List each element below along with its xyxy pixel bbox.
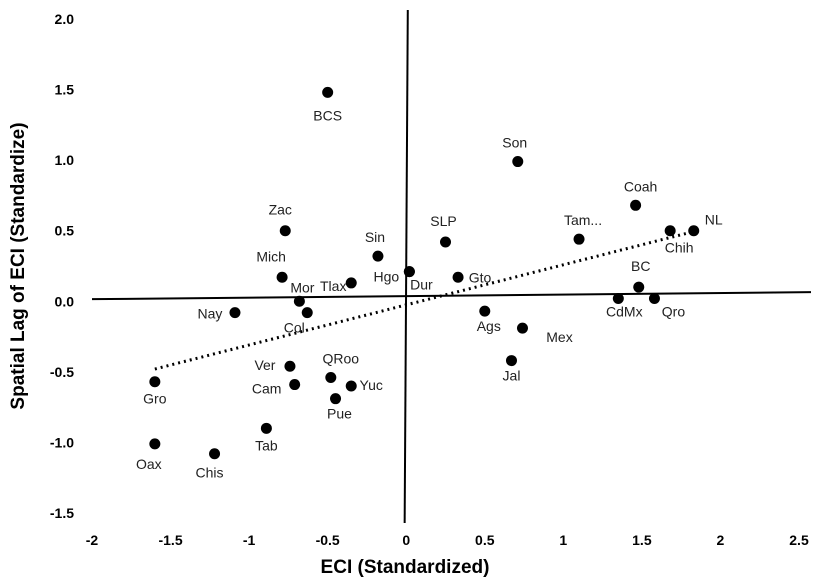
y-axis-line [403, 9, 409, 524]
data-point [505, 355, 517, 367]
y-tick-label: 0.0 [55, 293, 75, 309]
point-label: Yuc [360, 377, 383, 393]
data-point [633, 281, 645, 293]
data-point [322, 86, 334, 98]
x-tick-label: -1.5 [158, 532, 182, 548]
data-point [289, 379, 301, 391]
x-tick-label: 0 [402, 532, 410, 548]
point-label: Nay [198, 306, 223, 322]
data-point [330, 393, 342, 405]
data-point [301, 307, 313, 319]
data-point [276, 271, 288, 283]
point-label: Gto [469, 269, 492, 285]
x-tick-label: -0.5 [316, 532, 340, 548]
x-tick-label: 1 [559, 532, 567, 548]
x-tick-label: 0.5 [475, 532, 495, 548]
data-point [149, 376, 161, 388]
y-tick-label: 0.5 [55, 223, 75, 239]
point-label: Oax [136, 456, 162, 472]
data-point [284, 360, 296, 372]
x-tick-label: 1.5 [632, 532, 652, 548]
point-label: Mex [546, 329, 572, 345]
data-point [479, 305, 491, 317]
point-label: Jal [503, 368, 521, 384]
x-tick-label: -2 [86, 532, 99, 548]
point-label: CdMx [606, 303, 643, 319]
data-point [149, 438, 161, 450]
x-axis-title: ECI (Standardized) [321, 557, 490, 578]
data-point [260, 422, 272, 434]
point-label: Ags [477, 318, 501, 334]
y-tick-label: -1.0 [50, 434, 74, 450]
point-label: SLP [430, 213, 456, 229]
data-point [372, 250, 384, 262]
data-point [648, 292, 660, 304]
point-label: Cam [252, 381, 282, 397]
x-tick-labels: -2 -1.5 -1 -0.5 0 0.5 1 1.5 2 2.5 [86, 532, 809, 548]
point-label: Chis [196, 465, 224, 481]
point-label: Qro [662, 303, 686, 319]
data-point [512, 156, 524, 168]
point-label: Sin [365, 229, 385, 245]
x-tick-label: 2.5 [789, 532, 809, 548]
data-point [345, 380, 357, 392]
point-label: Coah [624, 178, 657, 194]
data-point [325, 372, 337, 384]
data-point [229, 307, 241, 319]
point-label: Gro [143, 391, 167, 407]
data-point [452, 271, 464, 283]
point-label: Mich [256, 248, 286, 264]
data-point [279, 225, 291, 237]
x-tick-label: -1 [243, 532, 256, 548]
data-point [573, 233, 585, 245]
point-label: Ver [254, 357, 275, 373]
y-tick-label: -0.5 [50, 364, 74, 380]
data-point [440, 236, 451, 248]
data-points: BCS Son Coah NL Chih Tam... Zac SLP Sin Dur Mich Gt… [136, 86, 723, 481]
point-label: Tlax [320, 278, 346, 294]
point-label: Tam... [564, 212, 602, 228]
data-point [403, 266, 415, 278]
point-label: BCS [313, 107, 342, 123]
point-label: Zac [269, 202, 292, 218]
point-label: Pue [327, 406, 352, 422]
data-point [630, 199, 642, 211]
point-label: Tab [255, 437, 278, 453]
point-label: Dur [410, 277, 433, 293]
y-tick-label: -1.5 [50, 505, 74, 521]
y-tick-label: 2.0 [55, 11, 75, 27]
y-tick-label: 1.0 [55, 152, 75, 168]
point-label: Chih [665, 240, 694, 256]
point-label: NL [705, 212, 723, 228]
x-tick-label: 2 [717, 532, 725, 548]
point-label: BC [631, 258, 650, 274]
point-label: Hgo [374, 269, 400, 285]
y-tick-labels: 2.0 1.5 1.0 0.5 0.0 -0.5 -1.0 -1.5 [50, 11, 74, 521]
point-label: Mor [290, 279, 314, 295]
data-point [345, 277, 357, 289]
point-label: Col [284, 320, 305, 336]
data-point [688, 225, 700, 237]
data-point [516, 322, 528, 334]
point-label: QRoo [323, 351, 360, 367]
data-point [293, 295, 305, 307]
x-axis-line [91, 291, 812, 301]
y-axis-title: Spatial Lag of ECI (Standardize) [8, 122, 29, 409]
point-label: Son [502, 135, 527, 151]
data-point [612, 292, 624, 304]
y-tick-label: 1.5 [55, 82, 75, 98]
data-point [209, 448, 221, 460]
data-point [664, 225, 676, 237]
